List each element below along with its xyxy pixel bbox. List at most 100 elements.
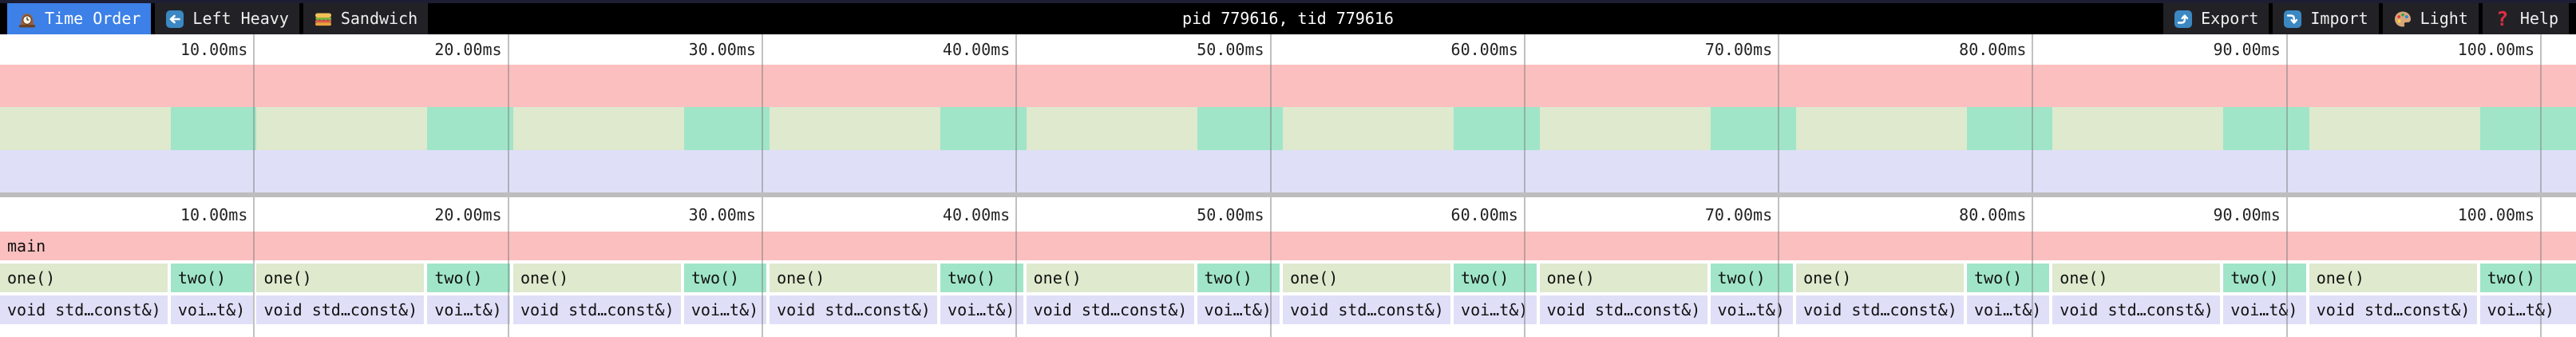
frame-void-std-const[interactable]: void std…const&) <box>1796 295 1964 324</box>
frame-void-std-const[interactable]: void std…const&) <box>1539 295 1707 324</box>
tick-line <box>761 34 763 192</box>
tick-line <box>1778 197 1780 337</box>
frame-two[interactable]: two() <box>2479 264 2576 292</box>
frame-voi-t[interactable]: voi…t&) <box>683 295 767 324</box>
minimap-frame-two <box>2223 107 2309 151</box>
tab-label: Time Order <box>45 9 141 28</box>
palette-icon <box>2393 10 2412 29</box>
tick-line <box>761 197 763 337</box>
minimap-frame-two <box>1967 107 2053 151</box>
minimap-pane[interactable]: 10.00ms 20.00ms 30.00ms 40.00ms 50.00ms 60.00… <box>0 34 2576 192</box>
frame-voi-t[interactable]: voi…t&) <box>170 295 254 324</box>
sandwich-icon <box>314 10 333 29</box>
frame-void-std-const[interactable]: void std…const&) <box>2052 295 2221 324</box>
tick-line <box>1778 34 1780 192</box>
frame-one[interactable]: one() <box>512 264 681 292</box>
minimap-frame-voi-t <box>940 149 1027 192</box>
frame-two[interactable]: two() <box>170 264 254 292</box>
pane-divider <box>0 192 2576 197</box>
tick-line <box>1015 197 1018 337</box>
frame-one[interactable]: one() <box>1026 264 1194 292</box>
tick-line <box>2540 34 2542 192</box>
frame-voi-t[interactable]: voi…t&) <box>2479 295 2576 324</box>
frame-voi-t[interactable]: voi…t&) <box>940 295 1023 324</box>
flamegraph-pane[interactable]: 10.00ms 20.00ms 30.00ms 40.00ms 50.00ms 60.00… <box>0 197 2576 337</box>
axis-tick-label: 30.00ms <box>688 204 756 224</box>
minimap-frame-void-std-const <box>1026 149 1197 192</box>
frame-two[interactable]: two() <box>1454 264 1537 292</box>
frame-two[interactable]: two() <box>2223 264 2306 292</box>
tab-time-order[interactable]: Time Order <box>7 3 152 34</box>
import-button[interactable]: Import <box>2273 3 2379 34</box>
minimap-frame-two <box>1454 107 1540 151</box>
tab-sandwich[interactable]: Sandwich <box>303 3 429 34</box>
minimap-frame-void-std-const <box>1283 149 1454 192</box>
frame-one[interactable]: one() <box>770 264 938 292</box>
frame-two[interactable]: two() <box>1710 264 1794 292</box>
frame-two[interactable]: two() <box>683 264 767 292</box>
action-label: Help <box>2519 9 2558 28</box>
left-arrow-icon <box>165 10 184 29</box>
frame-void-std-const[interactable]: void std…const&) <box>770 295 938 324</box>
minimap-frame-one <box>512 107 684 151</box>
action-label: Export <box>2201 9 2259 28</box>
frame-one[interactable]: one() <box>256 264 425 292</box>
frame-one[interactable]: one() <box>1539 264 1707 292</box>
frame-main[interactable]: main <box>0 232 2576 260</box>
axis-tick-label: 10.00ms <box>180 40 248 59</box>
frame-one[interactable]: one() <box>1283 264 1451 292</box>
tab-label: Left Heavy <box>192 9 289 28</box>
axis-tick-label: 80.00ms <box>1959 40 2027 59</box>
minimap-frame-void-std-const <box>770 149 941 192</box>
minimap-frame-one <box>256 107 428 151</box>
frame-void-std-const[interactable]: void std…const&) <box>1026 295 1194 324</box>
tab-left-heavy[interactable]: Left Heavy <box>155 3 299 34</box>
minimap-frame-one <box>1283 107 1454 151</box>
minimap-frame-two <box>2479 107 2576 151</box>
frame-two[interactable]: two() <box>1967 264 2050 292</box>
minimap-frame-voi-t <box>427 149 513 192</box>
action-label: Light <box>2420 9 2468 28</box>
frame-void-std-const[interactable]: void std…const&) <box>1283 295 1451 324</box>
minimap-frame-two <box>427 107 513 151</box>
minimap-frame-one <box>0 107 171 151</box>
tab-label: Sandwich <box>340 9 418 28</box>
tick-line <box>1523 34 1525 192</box>
minimap-frame-one <box>1796 107 1967 151</box>
minimap-frame-voi-t <box>683 149 770 192</box>
frame-two[interactable]: two() <box>427 264 510 292</box>
clock-icon <box>18 10 37 29</box>
frame-one[interactable]: one() <box>2309 264 2477 292</box>
frame-voi-t[interactable]: voi…t&) <box>1197 295 1280 324</box>
frame-one[interactable]: one() <box>1796 264 1964 292</box>
frame-two[interactable]: two() <box>1197 264 1280 292</box>
frame-voi-t[interactable]: voi…t&) <box>1967 295 2050 324</box>
tick-line <box>507 34 509 192</box>
frame-voi-t[interactable]: voi…t&) <box>2223 295 2306 324</box>
frame-void-std-const[interactable]: void std…const&) <box>256 295 425 324</box>
minimap-frame-voi-t <box>1967 149 2053 192</box>
frame-void-std-const[interactable]: void std…const&) <box>2309 295 2477 324</box>
frame-one[interactable]: one() <box>0 264 168 292</box>
minimap-frame-voi-t <box>1197 149 1284 192</box>
minimap-frame-two <box>683 107 770 151</box>
export-button[interactable]: Export <box>2163 3 2269 34</box>
tick-line <box>2032 197 2034 337</box>
axis-tick-label: 40.00ms <box>942 204 1011 224</box>
export-icon <box>2174 10 2193 29</box>
frame-two[interactable]: two() <box>940 264 1023 292</box>
theme-toggle-button[interactable]: Light <box>2382 3 2479 34</box>
view-tabs: Time Order Left Heavy Sandwich <box>7 3 429 34</box>
tick-line <box>2540 197 2542 337</box>
frame-voi-t[interactable]: voi…t&) <box>1454 295 1537 324</box>
frame-voi-t[interactable]: voi…t&) <box>1710 295 1794 324</box>
frame-void-std-const[interactable]: void std…const&) <box>0 295 168 324</box>
axis-tick-label: 20.00ms <box>434 40 502 59</box>
frame-voi-t[interactable]: voi…t&) <box>427 295 510 324</box>
tick-line <box>253 34 255 192</box>
frame-one[interactable]: one() <box>2052 264 2221 292</box>
help-button[interactable]: ? Help <box>2482 3 2569 34</box>
tick-line <box>2285 34 2288 192</box>
minimap-frame-void-std-const <box>256 149 428 192</box>
frame-void-std-const[interactable]: void std…const&) <box>512 295 681 324</box>
